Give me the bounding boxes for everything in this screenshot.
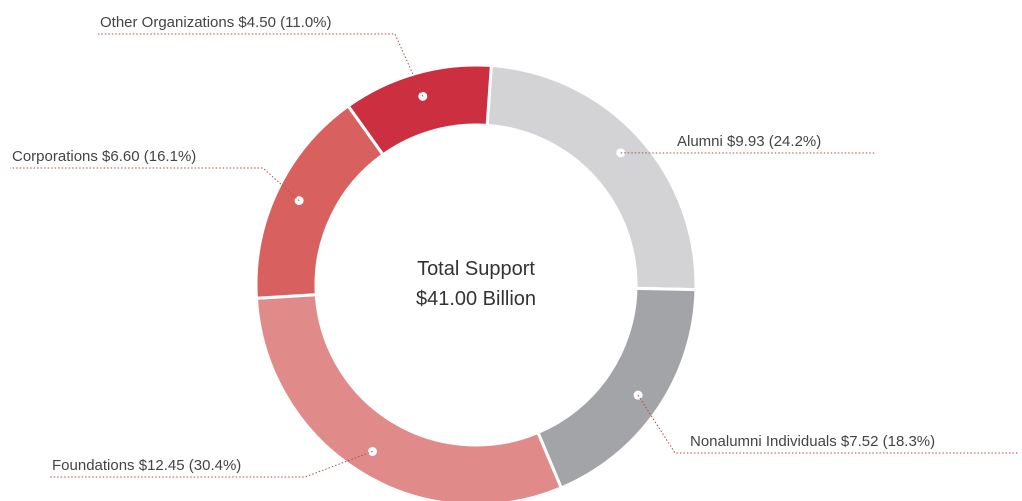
center-label: Total Support $41.00 Billion bbox=[416, 258, 536, 310]
leader-line bbox=[10, 167, 300, 201]
slice-corporations bbox=[254, 103, 386, 300]
center-label-line2: $41.00 Billion bbox=[416, 288, 536, 310]
slice-label: Other Organizations $4.50 (11.0%) bbox=[100, 14, 332, 31]
leader-line bbox=[98, 33, 424, 97]
slice-label: Alumni $9.93 (24.2%) bbox=[677, 133, 821, 150]
slice-alumni bbox=[485, 63, 698, 292]
center-label-line1: Total Support bbox=[417, 258, 535, 280]
slice-nonalumni-individuals bbox=[535, 286, 698, 490]
labels-layer: Alumni $9.93 (24.2%) Nonalumni Individual… bbox=[12, 14, 935, 474]
slice-label: Corporations $6.60 (16.1%) bbox=[12, 148, 196, 165]
slice-label: Nonalumni Individuals $7.52 (18.3%) bbox=[690, 433, 935, 450]
slice-label: Foundations $12.45 (30.4%) bbox=[52, 457, 241, 474]
slices-layer bbox=[254, 63, 698, 501]
leaders-layer bbox=[10, 33, 1018, 478]
leader-line bbox=[50, 450, 373, 478]
slice-foundations bbox=[254, 293, 564, 501]
slice-other-organizations bbox=[346, 63, 493, 157]
